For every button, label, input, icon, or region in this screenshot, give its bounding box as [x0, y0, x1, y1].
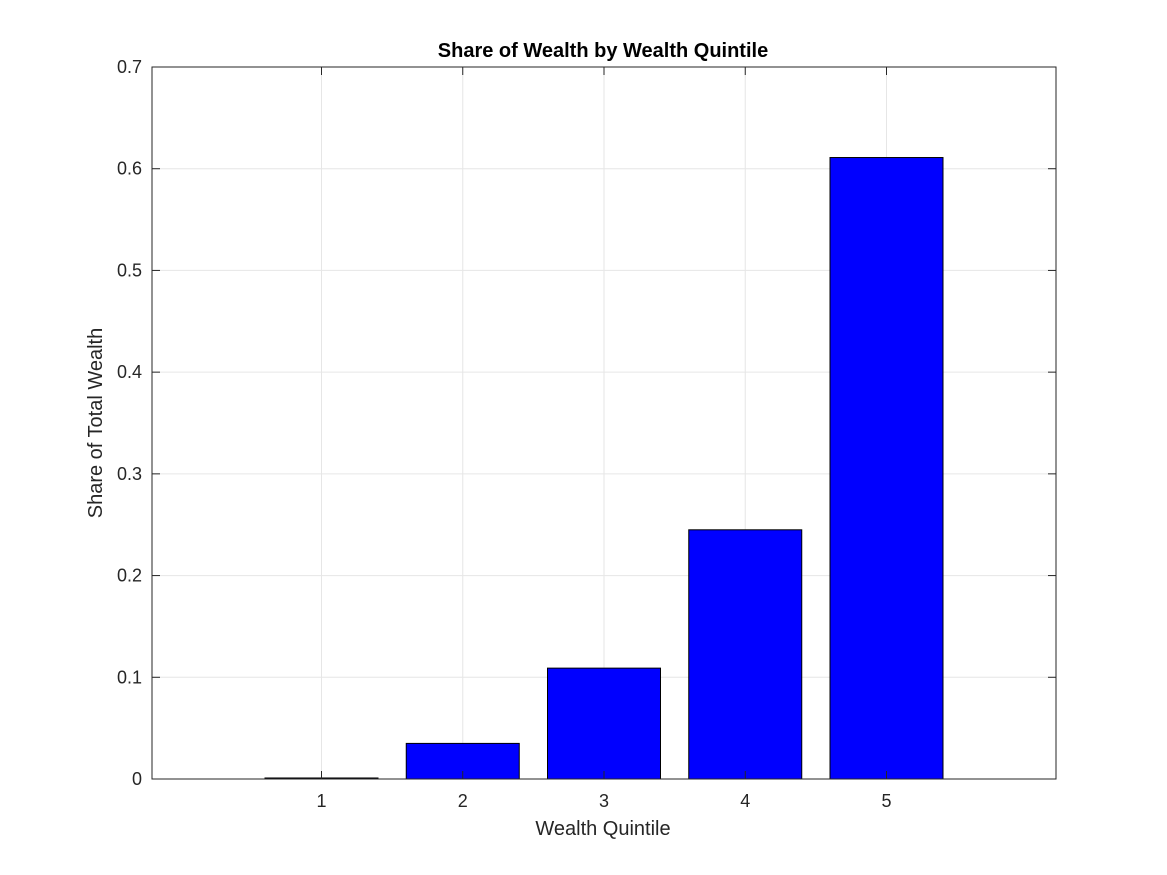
y-tick-label: 0.6 — [117, 159, 142, 179]
x-tick-label: 4 — [740, 791, 750, 811]
x-tick-label: 3 — [599, 791, 609, 811]
y-tick-labels: 0 0.1 0.2 0.3 0.4 0.5 0.6 0.7 — [117, 57, 142, 789]
bar-quintile-3 — [547, 667, 661, 780]
x-axis-label: Wealth Quintile — [535, 818, 670, 840]
tick-marks — [152, 66, 1056, 780]
chart-title: Share of Wealth by Wealth Quintile — [438, 40, 768, 62]
y-tick-label: 0.3 — [117, 464, 142, 484]
y-axis-label: Share of Total Wealth — [85, 328, 107, 519]
bar-quintile-5 — [829, 157, 944, 780]
bar-quintile-4 — [688, 529, 803, 780]
y-tick-label: 0.1 — [117, 667, 142, 687]
bars — [264, 157, 944, 780]
x-tick-label: 2 — [458, 791, 468, 811]
y-tick-label: 0 — [132, 769, 142, 789]
x-tick-label: 5 — [881, 791, 891, 811]
x-tick-labels: 1 2 3 4 5 — [316, 791, 891, 811]
y-tick-label: 0.4 — [117, 362, 142, 382]
y-tick-label: 0.7 — [117, 57, 142, 77]
x-tick-label: 1 — [316, 791, 326, 811]
y-tick-label: 0.5 — [117, 260, 142, 280]
y-tick-label: 0.2 — [117, 566, 142, 586]
